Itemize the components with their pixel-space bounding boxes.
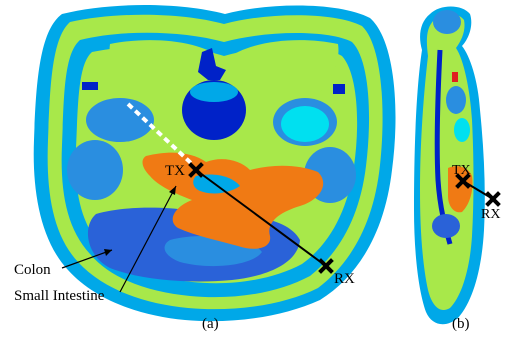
caption-b: (b) [452,316,470,332]
sagittal-colon [432,214,460,238]
colon-pointer [61,249,113,269]
tx-label-b: TX [452,163,471,178]
small-intestine-label: Small Intestine [14,288,105,304]
colon-arrowhead [104,249,112,256]
speck [82,82,98,90]
sagittal-view: TX RX [414,6,501,325]
spinal-canal [198,48,226,80]
axial-cross-section: TX RX Colon Small Intestine [14,5,396,322]
left-psoas [67,140,123,200]
left-kidney [86,98,154,142]
rx-label-b: RX [481,207,500,222]
rx-marker-b-icon [485,191,501,207]
tx-rx-link [195,169,327,267]
speck [333,84,345,94]
rx-label-a: RX [334,271,355,287]
small-intestine-pointer [119,185,177,293]
sagittal-head [433,10,461,34]
sagittal-organ-red [452,72,458,82]
right-kidney-inner [281,106,329,142]
small-intestine-region [142,152,324,249]
rx-marker-icon [318,258,334,274]
tx-marker-b-icon [455,173,471,189]
tx-marker-icon [188,162,204,178]
caption-a: (a) [202,316,219,332]
sagittal-organ-cyan [454,118,470,142]
sagittal-organ-blue [446,86,466,114]
colon-label: Colon [14,262,51,278]
tx-path-indicator [126,102,194,166]
vertebral-rim [190,82,238,102]
tx-label-a: TX [165,163,185,179]
small-intestine-arrowhead [169,186,176,195]
